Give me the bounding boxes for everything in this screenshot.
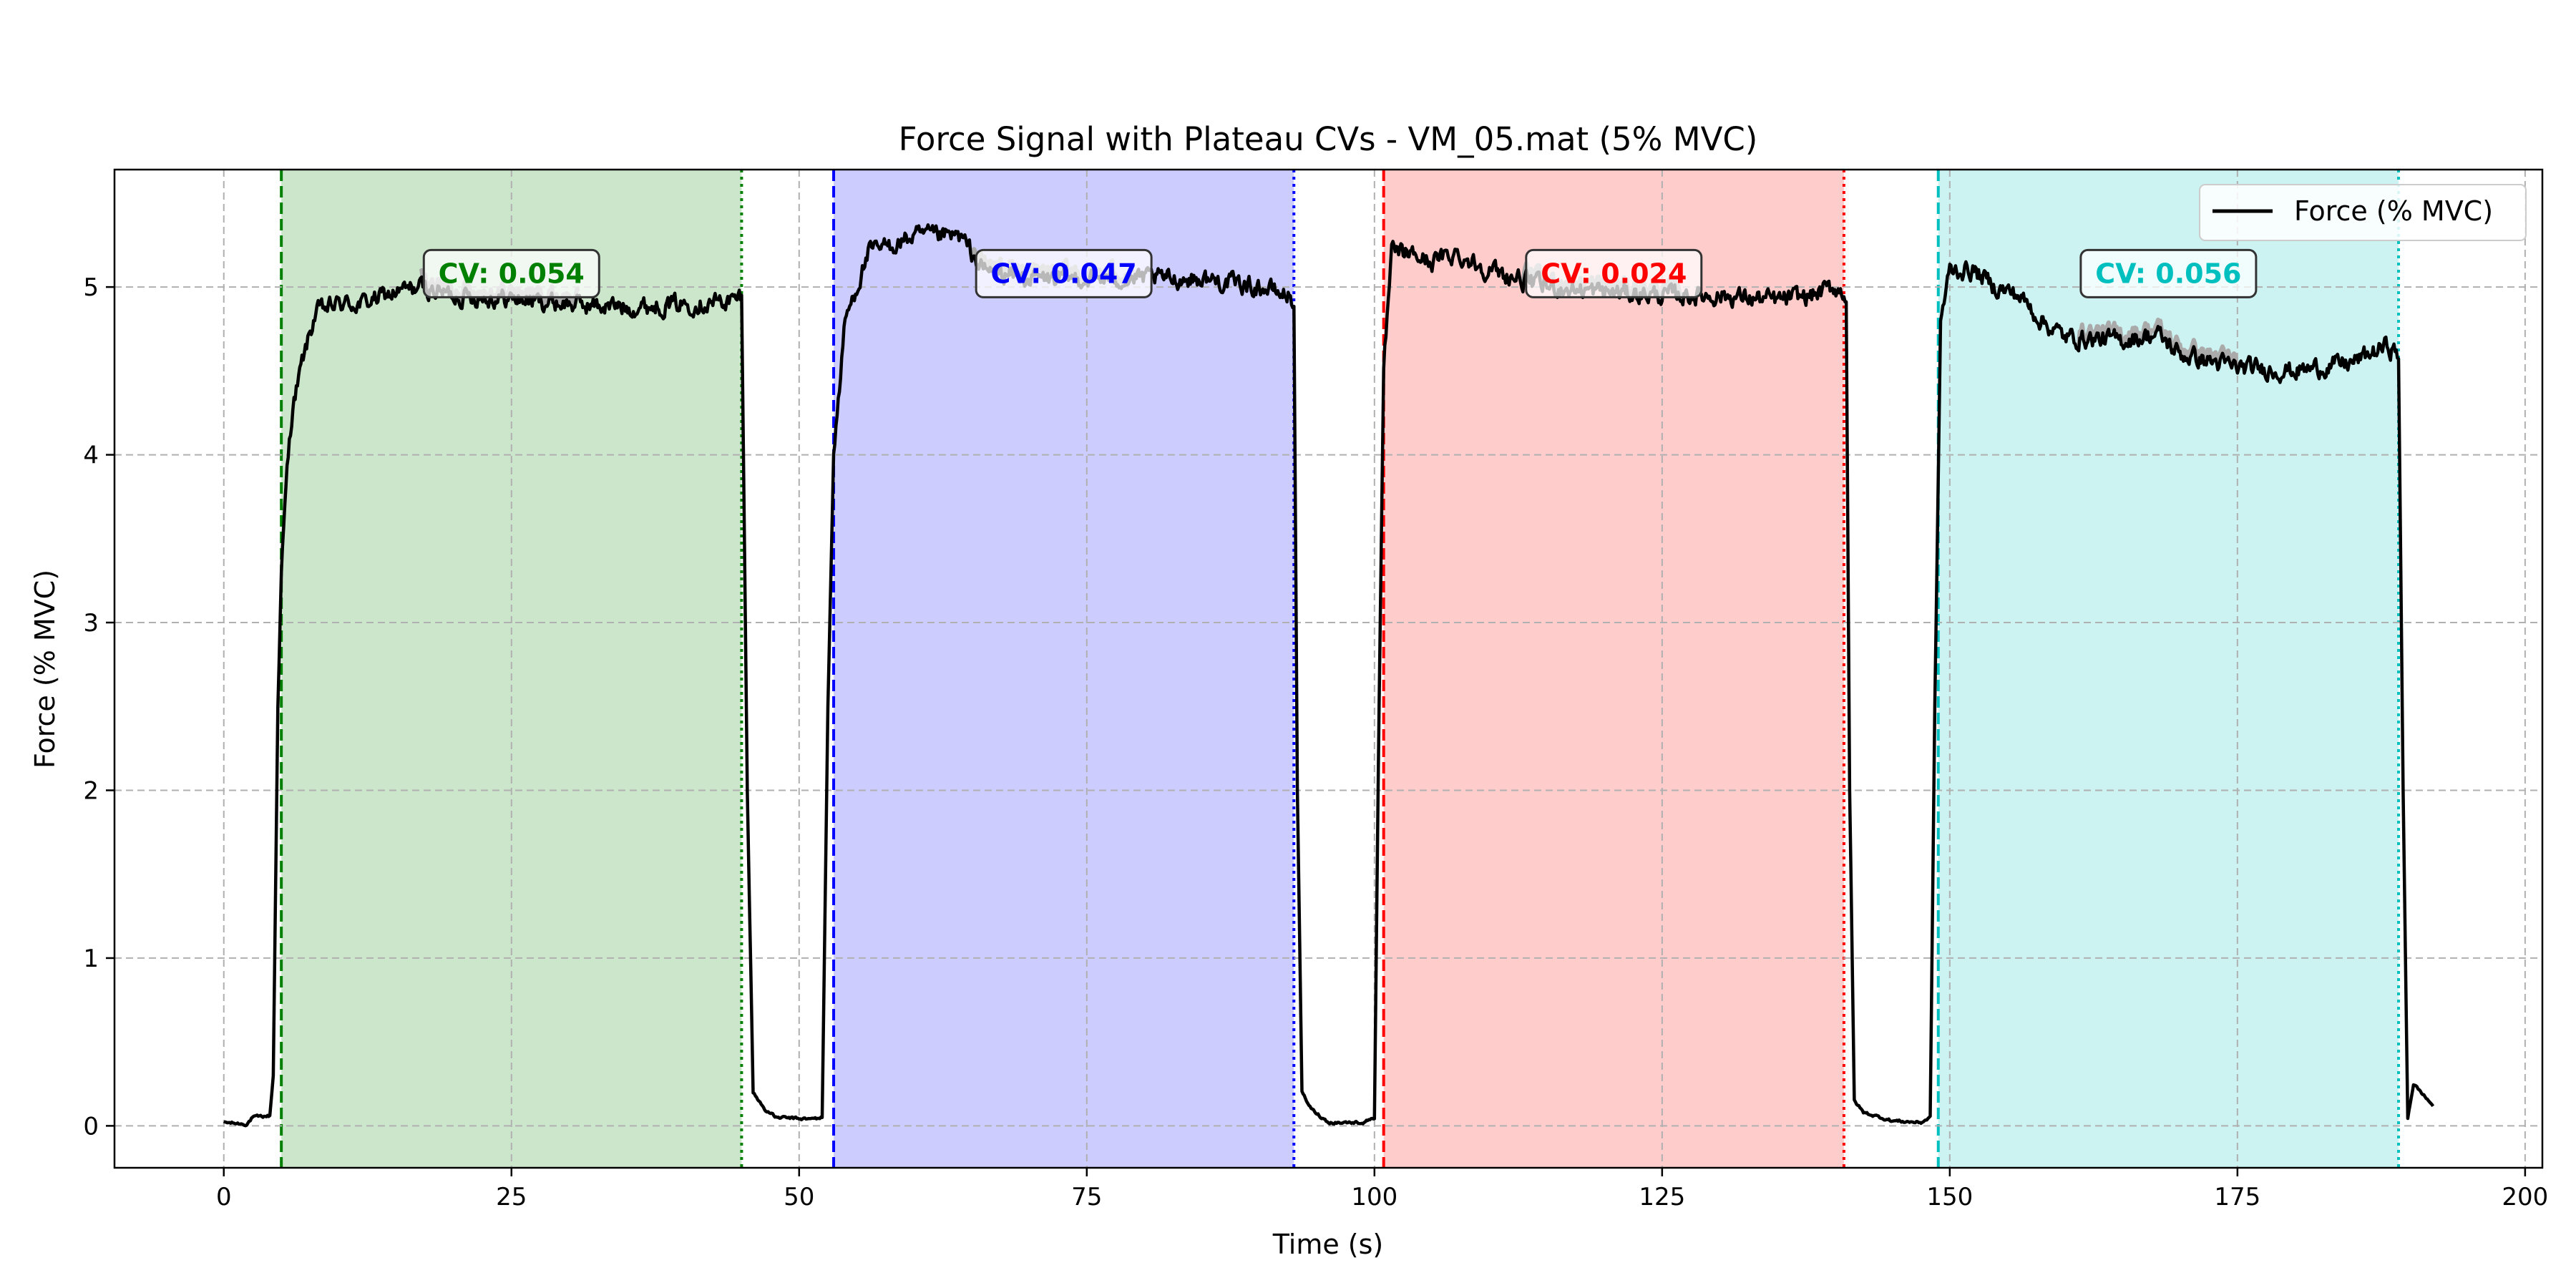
cv-label: CV: 0.047	[991, 258, 1137, 289]
y-tick-label: 2	[83, 776, 99, 805]
plateau-region	[1383, 170, 1844, 1168]
cv-label-box	[975, 248, 1153, 298]
plot-frame	[113, 168, 2544, 1169]
chart-title: Force Signal with Plateau CVs - VM_05.ma…	[899, 120, 1758, 158]
force-line	[223, 223, 2435, 1128]
x-tick-label: 100	[1351, 1183, 1397, 1211]
y-tick-label: 3	[83, 609, 99, 638]
cv-label: CV: 0.054	[439, 258, 585, 289]
cv-label-box	[2079, 248, 2258, 298]
x-tick-label: 175	[2214, 1183, 2260, 1211]
x-axis-label: Time (s)	[1272, 1229, 1384, 1260]
x-tick-label: 50	[784, 1183, 814, 1211]
y-tick-label: 4	[83, 441, 99, 470]
cv-label-box	[422, 248, 600, 298]
x-tick-label: 200	[2502, 1183, 2548, 1211]
x-tick-label: 125	[1639, 1183, 1685, 1211]
plateau-region	[834, 170, 1294, 1168]
y-tick-label: 0	[83, 1112, 99, 1141]
x-tick-label: 75	[1071, 1183, 1102, 1211]
tick-layer: 0 25 50 75 100 125 150 175 200 0 1 2 3 4 5	[83, 273, 2548, 1211]
cv-label-layer: CV: 0.054 CV: 0.047 CV: 0.024 CV: 0.056	[422, 248, 2258, 298]
x-tick-label: 25	[496, 1183, 527, 1211]
legend: Force (% MVC)	[2199, 184, 2527, 241]
y-tick-label: 1	[83, 945, 99, 973]
x-tick-label: 0	[216, 1183, 232, 1211]
plateau-region	[1938, 170, 2399, 1168]
y-tick-label: 5	[83, 273, 99, 302]
x-tick-label: 150	[1926, 1183, 1973, 1211]
cv-label: CV: 0.024	[1541, 258, 1687, 289]
legend-entry-force: Force (% MVC)	[2294, 195, 2493, 227]
legend-box	[2199, 184, 2527, 241]
cv-label-box	[1525, 248, 1703, 298]
cv-label: CV: 0.056	[2095, 258, 2241, 289]
force-line-layer	[223, 223, 2435, 1128]
y-axis-label: Force (% MVC)	[29, 570, 61, 769]
grid-layer	[114, 170, 2542, 1168]
